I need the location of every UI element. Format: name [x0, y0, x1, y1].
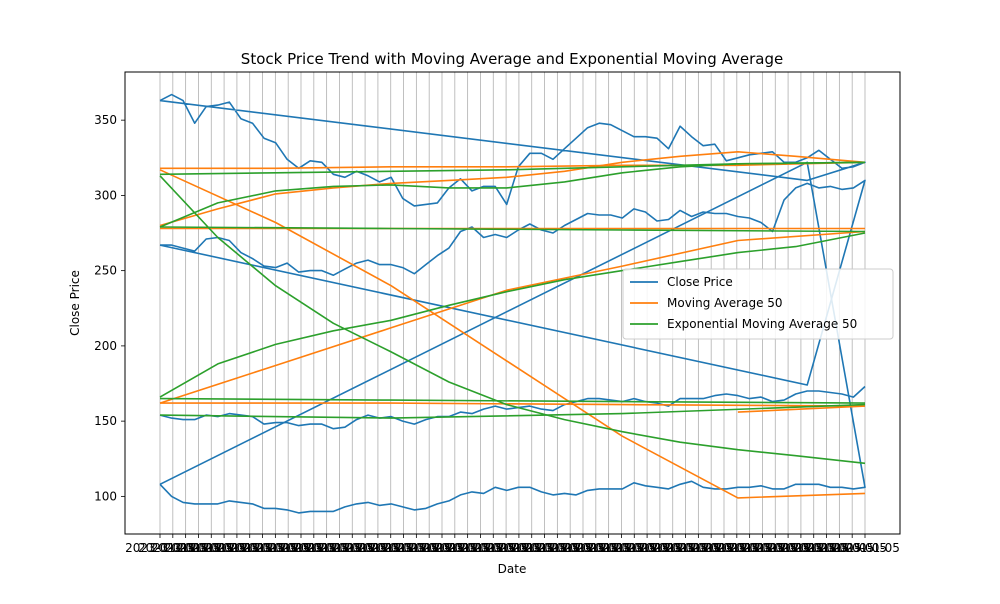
- legend-box: [622, 268, 894, 340]
- x-tick-label: 2023-01-05: [176, 541, 246, 555]
- x-tick-label: 2023-01-05: [292, 541, 362, 555]
- y-tick-label: 200: [94, 339, 117, 353]
- x-tick-label: 2023-01-05: [510, 541, 580, 555]
- series-line: [160, 161, 866, 170]
- series-line: [159, 151, 866, 227]
- x-tick-label: 2023-01-05: [535, 541, 605, 555]
- y-tick-label: 250: [94, 264, 117, 278]
- x-tick-label: 2023-01-05: [369, 541, 439, 555]
- x-tick-label: 2023-01-05: [240, 541, 310, 555]
- x-tick-label: 2023-01-05: [446, 541, 516, 555]
- legend: Close Price Moving Average 50 Exponential …: [622, 268, 894, 340]
- x-tick-label: 2023-01-05: [676, 541, 746, 555]
- x-tick-label: 2023-01-05: [279, 541, 349, 555]
- x-tick-label: 2023-01-05: [215, 541, 285, 555]
- x-tick-label: 2023-01-05: [420, 541, 490, 555]
- series-line: [737, 405, 866, 413]
- x-tick-label: 2023-01-05: [407, 541, 477, 555]
- x-tick-label: 2023-01-05: [817, 541, 887, 555]
- x-axis-label: Date: [498, 562, 527, 576]
- x-tick-label: 2023-01-05: [740, 541, 810, 555]
- x-tick-label: 2023-01-05: [343, 541, 413, 555]
- series-line: [159, 179, 866, 386]
- x-tick-label: 2023-01-05: [164, 541, 234, 555]
- legend-label: Close Price: [667, 275, 733, 289]
- x-tick-label: 2023-01-05: [330, 541, 400, 555]
- x-tick-label: 2023-01-05: [138, 541, 208, 555]
- x-tick-label: 2023-01-05: [663, 541, 733, 555]
- series-line: [159, 230, 866, 404]
- x-tick-label: 2023-01-05: [651, 541, 721, 555]
- x-tick-label: 2023-01-05: [561, 541, 631, 555]
- x-tick-label: 2023-01-05: [574, 541, 644, 555]
- series-line: [159, 403, 866, 419]
- legend-label: Moving Average 50: [667, 296, 783, 310]
- series-line: [159, 232, 866, 398]
- x-tick-label: 2023-01-05: [266, 541, 336, 555]
- x-tick-label: 2023-01-05: [830, 541, 900, 555]
- x-tick-label: 2023-01-05: [189, 541, 259, 555]
- y-axis-label: Close Price: [68, 270, 82, 336]
- y-axis: 100 150 200 250 300 350: [94, 113, 125, 503]
- x-tick-label: 2023-01-05: [804, 541, 874, 555]
- x-tick-label: 2023-01-05: [792, 541, 862, 555]
- x-tick-label: 2023-01-05: [599, 541, 669, 555]
- x-tick-label: 2023-01-05: [612, 541, 682, 555]
- x-tick-label: 2023-01-05: [151, 541, 221, 555]
- y-tick-label: 350: [94, 113, 117, 127]
- series-line: [159, 169, 866, 499]
- series-line: [159, 93, 866, 207]
- x-tick-label: 2023-01-05: [638, 541, 708, 555]
- x-tick-label: 2023-01-05: [228, 541, 298, 555]
- x-tick-label: 2023-01-05: [625, 541, 695, 555]
- x-tick-label: 2023-01-05: [766, 541, 836, 555]
- x-tick-label: 2023-01-05: [253, 541, 323, 555]
- x-tick-label: 2023-01-05: [522, 541, 592, 555]
- x-tick-label: 2023-01-05: [702, 541, 772, 555]
- series-line: [159, 175, 866, 465]
- y-tick-label: 300: [94, 188, 117, 202]
- x-tick-label: 2023-01-05: [202, 541, 272, 555]
- x-tick-label: 2023-01-05: [715, 541, 785, 555]
- series-line: [159, 161, 866, 228]
- x-tick-label: 2023-01-05: [484, 541, 554, 555]
- x-tick-label: 2023-01-05: [689, 541, 759, 555]
- series-layer: [159, 93, 866, 514]
- series-line: [159, 161, 866, 514]
- x-tick-label: 2023-01-05: [394, 541, 464, 555]
- x-tick-label: 2023-01-05: [548, 541, 618, 555]
- x-tick-label: 2023-01-05: [125, 541, 195, 555]
- plot-frame: [124, 71, 901, 535]
- x-axis: 2023-01-052023-01-052023-01-052023-01-05…: [125, 534, 900, 555]
- x-tick-label: 2023-01-05: [458, 541, 528, 555]
- x-tick-label: 2023-01-05: [497, 541, 567, 555]
- series-line: [159, 385, 866, 430]
- x-tick-label: 2023-01-05: [305, 541, 375, 555]
- series-line: [159, 226, 866, 233]
- x-tick-label: 2023-01-05: [728, 541, 798, 555]
- x-tick-label: 2023-01-05: [317, 541, 387, 555]
- x-tick-label: 2023-01-05: [471, 541, 541, 555]
- x-tick-label: 2023-01-05: [587, 541, 657, 555]
- x-tick-label: 2023-01-05: [356, 541, 426, 555]
- y-tick-label: 100: [94, 489, 117, 503]
- x-tick-label: 2023-01-05: [381, 541, 451, 555]
- x-tick-label: 2023-01-05: [779, 541, 849, 555]
- x-tick-label: 2023-01-05: [433, 541, 503, 555]
- chart-title: Stock Price Trend with Moving Average an…: [241, 50, 783, 68]
- legend-label: Exponential Moving Average 50: [667, 317, 857, 331]
- series-line: [159, 397, 866, 404]
- y-tick-label: 150: [94, 414, 117, 428]
- x-tick-label: 2023-01-05: [753, 541, 823, 555]
